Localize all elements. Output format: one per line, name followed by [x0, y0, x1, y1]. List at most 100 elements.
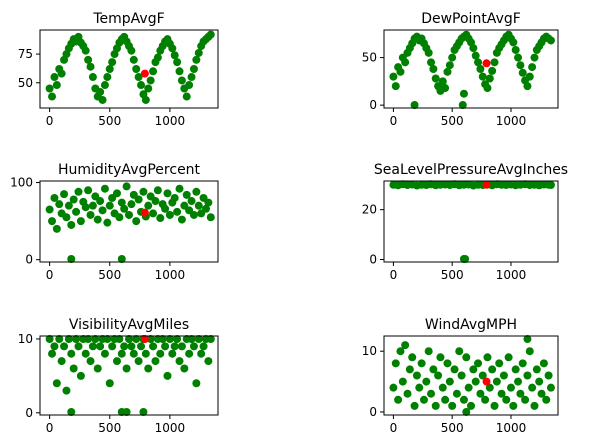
data-point	[499, 371, 508, 380]
data-point	[204, 198, 213, 207]
data-point	[458, 101, 467, 109]
data-point	[120, 342, 129, 351]
data-point	[144, 364, 153, 373]
data-point	[122, 182, 131, 191]
data-point	[45, 84, 54, 93]
subplot-3: 0 500 1000 0 100 HumidityAvgPercent	[10, 162, 219, 282]
data-point	[206, 30, 215, 39]
data-point	[64, 335, 73, 343]
data-point	[189, 342, 198, 351]
highlight-point	[482, 180, 491, 189]
x-tick-label: 1000	[155, 114, 186, 128]
data-point	[194, 48, 203, 57]
data-point	[436, 353, 445, 362]
data-point	[403, 389, 412, 398]
data-point	[546, 36, 555, 45]
data-point	[415, 383, 424, 392]
data-point	[60, 190, 69, 199]
data-point	[187, 335, 196, 343]
data-point	[481, 395, 490, 404]
data-point	[86, 357, 95, 366]
data-point	[471, 377, 480, 386]
x-tick-label: 1000	[155, 421, 186, 435]
data-point	[120, 204, 129, 213]
data-point	[105, 379, 114, 388]
data-point	[532, 365, 541, 374]
subplot-1: 0 500 1000 50 75 TempAvgF	[18, 11, 219, 128]
data-point	[165, 335, 174, 343]
subplot-title: VisibilityAvgMiles	[69, 317, 189, 333]
data-point	[485, 74, 494, 83]
data-point	[112, 189, 121, 198]
data-point	[391, 82, 400, 91]
data-point	[438, 77, 447, 86]
data-point	[427, 58, 436, 67]
highlight-point	[140, 208, 149, 217]
data-point	[96, 87, 105, 96]
data-point	[48, 349, 57, 358]
x-tick-label: 500	[441, 268, 464, 282]
data-point	[461, 255, 470, 263]
data-point	[149, 342, 158, 351]
data-point	[132, 217, 141, 226]
data-point	[206, 335, 215, 343]
data-point	[441, 395, 450, 404]
data-point	[108, 58, 117, 67]
data-point	[528, 383, 537, 392]
data-point	[530, 53, 539, 62]
data-point	[471, 51, 480, 60]
data-point	[488, 66, 497, 75]
data-point	[163, 371, 172, 380]
y-tick-label: 75	[18, 47, 33, 61]
data-point	[187, 73, 196, 82]
data-point	[405, 365, 414, 374]
data-point	[410, 101, 419, 109]
data-point	[52, 224, 61, 233]
x-tick-label: 0	[390, 114, 398, 128]
data-point	[474, 359, 483, 368]
data-point	[170, 342, 179, 351]
axes-frame	[383, 335, 559, 416]
data-point	[182, 92, 191, 101]
y-tick-label: 20	[362, 203, 377, 217]
data-point	[438, 383, 447, 392]
data-point	[74, 187, 83, 196]
data-point	[84, 55, 93, 64]
data-point	[483, 84, 492, 93]
data-point	[165, 210, 174, 219]
data-point	[117, 255, 126, 263]
data-point	[69, 364, 78, 373]
data-point	[189, 210, 198, 219]
x-tick-label: 500	[98, 268, 121, 282]
data-point	[67, 349, 76, 358]
data-point	[523, 371, 532, 380]
data-point	[401, 341, 410, 350]
data-point	[516, 61, 525, 70]
y-tick-label: 50	[18, 76, 33, 90]
data-point	[105, 201, 114, 210]
data-point	[443, 67, 452, 76]
data-point	[134, 73, 143, 82]
data-point	[514, 53, 523, 62]
data-point	[173, 335, 182, 343]
data-point	[408, 353, 417, 362]
data-point	[417, 359, 426, 368]
data-point	[197, 349, 206, 358]
data-point	[177, 215, 186, 224]
data-point	[185, 349, 194, 358]
subplot-title: SeaLevelPressureAvgInches	[374, 162, 568, 178]
data-point	[459, 395, 468, 404]
data-point	[177, 76, 186, 85]
data-point	[144, 201, 153, 210]
y-tick-label: 0	[369, 98, 377, 112]
data-point	[422, 377, 431, 386]
data-point	[530, 401, 539, 410]
data-point	[509, 38, 518, 47]
data-point	[86, 62, 95, 71]
data-point	[401, 58, 410, 67]
data-point	[506, 383, 515, 392]
data-point	[424, 347, 433, 356]
data-point	[389, 383, 398, 392]
data-point	[81, 46, 90, 55]
data-point	[125, 210, 133, 219]
